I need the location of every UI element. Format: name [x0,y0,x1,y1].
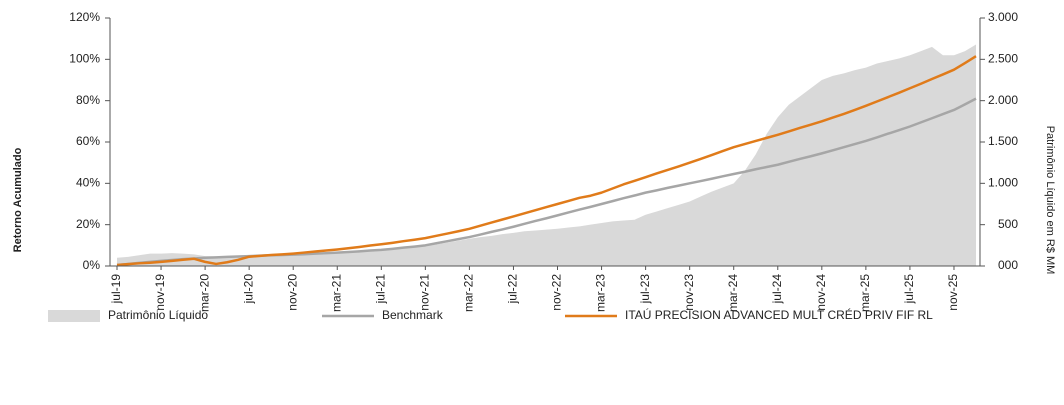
legend-label: Benchmark [382,308,444,322]
y-tick-label: 80% [76,93,100,107]
x-tick-label: nov-23 [682,274,696,311]
y-tick-label: 20% [76,217,100,231]
y-tick-label: 100% [69,52,100,66]
x-tick-label: jul-22 [506,274,520,305]
x-tick-label: mar-23 [594,274,608,312]
x-tick-label: nov-21 [418,274,432,311]
y-axis-label: Retorno Acumulado [12,147,24,252]
x-tick-label: jul-21 [373,274,387,305]
y2-tick-label: 2.000 [988,93,1018,107]
area [117,44,976,266]
x-tick-label: jul-25 [902,274,916,305]
y2-axis-label: Patrimônio Líquido em R$ MM [1044,126,1056,275]
y2-tick-label: 1.500 [988,134,1018,148]
x-tick-label: mar-22 [462,274,476,312]
x-tick-label: nov-25 [946,274,960,311]
x-tick-label: mar-20 [197,274,211,312]
y-tick-label: 120% [69,10,100,24]
legend-label: Patrimônio Líquido [108,308,208,322]
x-tick-label: jul-20 [241,274,255,305]
x-tick-label: nov-19 [153,274,167,311]
x-tick-label: jul-19 [109,274,123,305]
y2-tick-label: 1.000 [988,176,1018,190]
y-tick-label: 60% [76,134,100,148]
y2-tick-label: 000 [998,258,1018,272]
line [116,55,977,267]
x-tick-label: mar-21 [329,274,343,312]
x-tick-label: mar-24 [726,274,740,312]
x-tick-label: nov-20 [285,274,299,311]
y2-tick-label: 2.500 [988,52,1018,66]
x-tick-label: jul-24 [770,274,784,305]
legend-label: ITAÚ PRECISION ADVANCED MULT CRÉD PRIV F… [625,307,933,322]
y-tick-label: 0% [83,258,101,272]
y2-tick-label: 500 [998,217,1018,231]
y2-tick-label: 3.000 [988,10,1018,24]
x-tick-label: nov-22 [550,274,564,311]
y-tick-label: 40% [76,176,100,190]
x-tick-label: nov-24 [814,274,828,311]
legend-swatch [48,310,100,322]
x-tick-label: jul-23 [638,274,652,305]
x-tick-label: mar-25 [858,274,872,312]
